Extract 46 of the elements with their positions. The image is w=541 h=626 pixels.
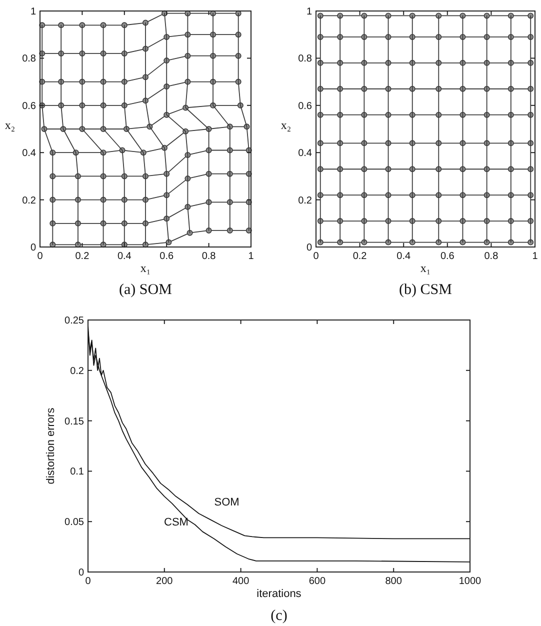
x-tick-label: 0.6 — [160, 251, 174, 262]
x-tick-label: 0 — [313, 251, 320, 262]
x-tick-label: 0.6 — [440, 251, 455, 262]
x-axis-title: x₁ — [420, 261, 431, 275]
y-tick-label: 0 — [306, 242, 312, 254]
x-tick-label: 600 — [308, 576, 326, 587]
x-tick-label: 400 — [232, 576, 250, 587]
x-tick-label: 800 — [385, 576, 402, 587]
x-tick-label: 0.2 — [352, 251, 368, 262]
text: (b) CSM — [399, 282, 452, 298]
y-tick-label: 1 — [30, 6, 36, 18]
x-tick-label: 0.8 — [202, 251, 216, 262]
x-axis-title: iterations — [256, 588, 302, 600]
y-tick-label: 0.4 — [298, 148, 312, 160]
y-tick-label: 0 — [30, 242, 36, 254]
x-tick-label: 0.4 — [396, 251, 411, 262]
y-tick-label: 0.8 — [298, 54, 312, 65]
x-tick-label: 1 — [532, 251, 538, 262]
x-tick-label: 0.8 — [484, 251, 499, 262]
text: (a) SOM — [119, 282, 172, 298]
y-tick-label: 0.2 — [298, 195, 312, 206]
x-tick-label: 200 — [156, 576, 174, 587]
y-tick-label: 0.2 — [22, 195, 36, 206]
x-tick-label: 0 — [37, 251, 44, 262]
y-tick-label: 0 — [78, 568, 84, 578]
y-tick-label: 0.6 — [298, 100, 312, 112]
y-axis-title: distortion errors — [45, 407, 57, 484]
series-label: SOM — [214, 496, 240, 509]
y-tick-label: 0.2 — [70, 366, 84, 377]
x-tick-label: 1 — [248, 251, 254, 262]
y-tick-label: 0.8 — [22, 54, 36, 65]
y-tick-label: 0.15 — [64, 416, 84, 428]
y-tick-label: 0.1 — [70, 466, 84, 478]
y-axis-title: x₂ — [280, 118, 292, 132]
x-tick-label: 0.4 — [117, 251, 132, 262]
x-tick-label: 1000 — [458, 576, 482, 587]
series-label: CSM — [164, 516, 188, 528]
y-tick-label: 0.6 — [22, 100, 36, 112]
y-tick-label: 1 — [306, 6, 312, 18]
y-tick-label: 0.4 — [22, 148, 36, 160]
x-tick-label: 0 — [85, 576, 92, 587]
text: (c) — [270, 608, 288, 624]
y-axis-title: x₂ — [4, 118, 16, 132]
x-axis-title: x₁ — [140, 261, 151, 275]
y-tick-label: 0.05 — [64, 517, 84, 528]
y-tick-label: 0.25 — [64, 316, 84, 326]
